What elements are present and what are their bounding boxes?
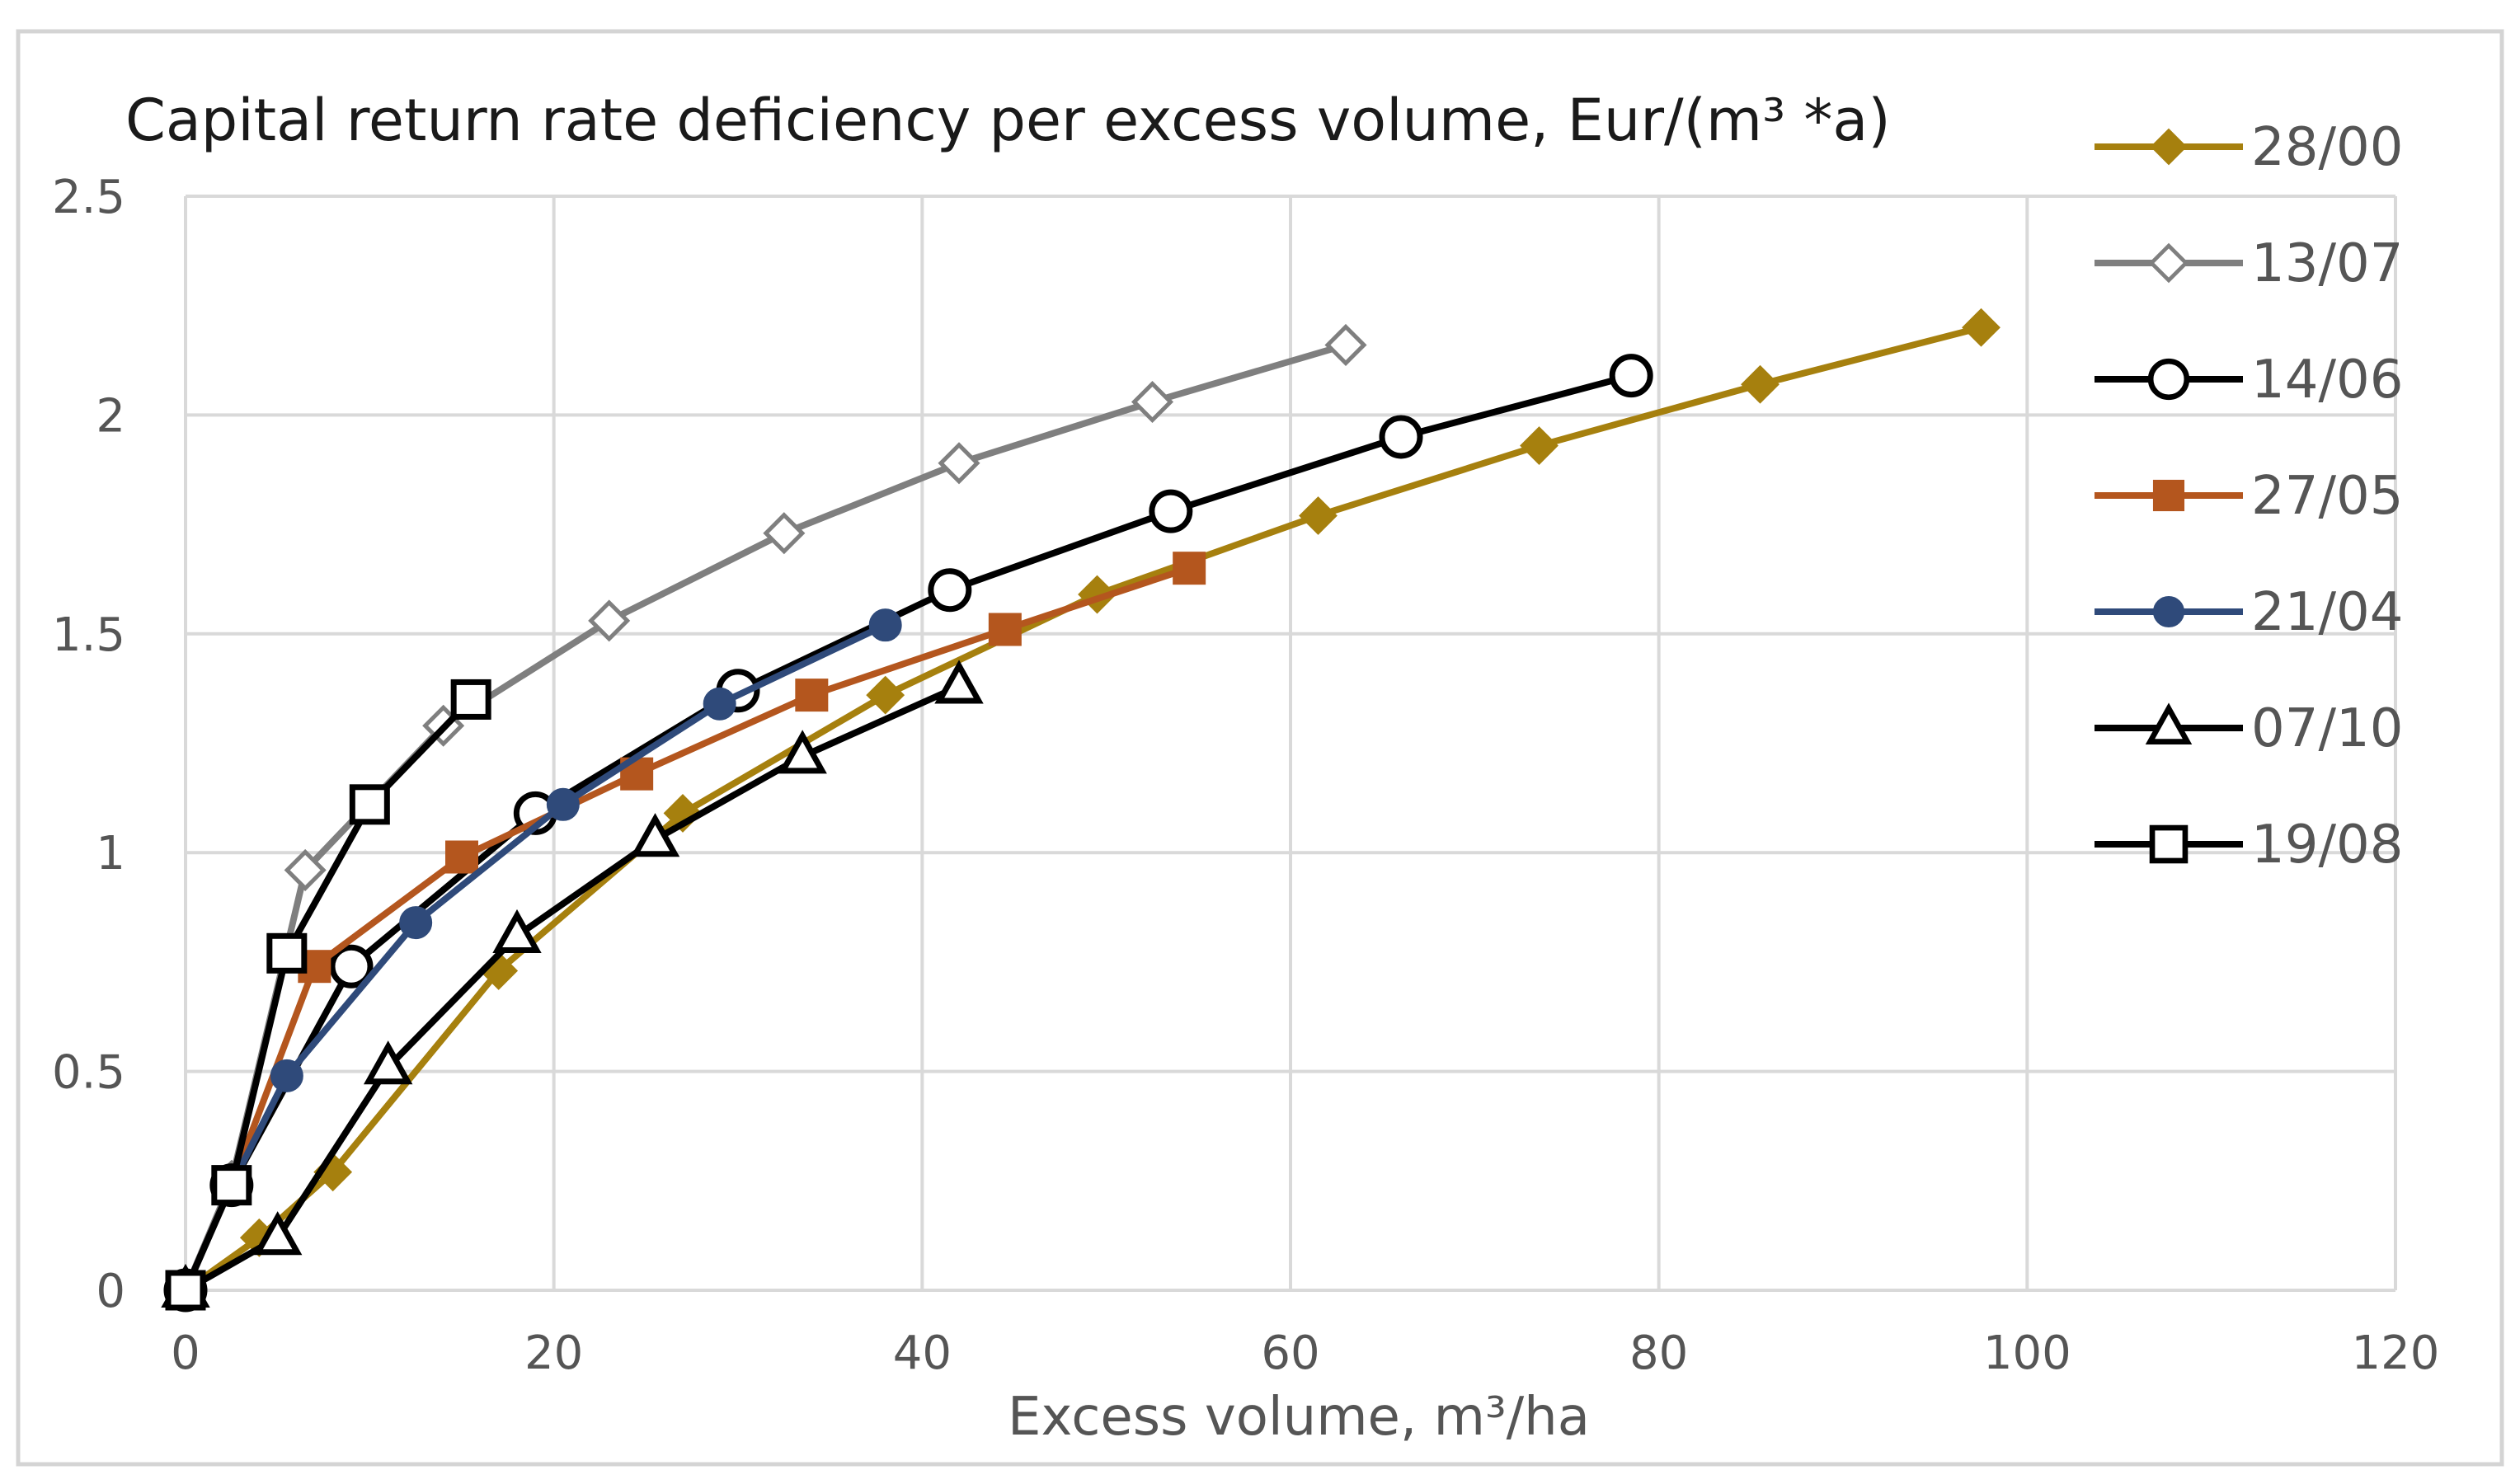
x-tick-label: 60 bbox=[1261, 1327, 1319, 1380]
diamond-marker bbox=[763, 512, 806, 555]
legend-item: 27/05 bbox=[2095, 466, 2403, 527]
legend-item: 13/07 bbox=[2095, 233, 2403, 294]
series-19-08 bbox=[165, 679, 491, 1311]
diamond-marker bbox=[1131, 380, 1174, 424]
square-marker bbox=[445, 840, 478, 874]
x-tick-label: 100 bbox=[1983, 1327, 2071, 1380]
square-marker bbox=[1173, 552, 1206, 585]
diamond-marker bbox=[1299, 496, 1338, 535]
circle-marker bbox=[329, 944, 374, 989]
series-07-10 bbox=[161, 660, 984, 1308]
circle-marker bbox=[2152, 595, 2185, 628]
chart-frame bbox=[16, 29, 2504, 1467]
square-marker bbox=[266, 932, 308, 974]
circle-marker bbox=[703, 687, 736, 721]
triangle-marker bbox=[363, 1040, 413, 1085]
legend-label: 07/10 bbox=[2251, 698, 2403, 759]
circle-marker bbox=[1609, 354, 1653, 398]
circle-marker bbox=[2147, 358, 2190, 401]
circle-marker bbox=[546, 787, 580, 821]
legend-label: 21/04 bbox=[2251, 582, 2403, 643]
triangle-marker bbox=[252, 1211, 303, 1256]
square-marker bbox=[450, 679, 491, 720]
y-tick-label: 1 bbox=[96, 827, 125, 881]
chart-title: Capital return rate deficiency per exces… bbox=[125, 87, 1891, 154]
square-marker bbox=[349, 784, 390, 825]
legend-item: 21/04 bbox=[2095, 582, 2403, 643]
legend-label: 14/06 bbox=[2251, 350, 2403, 411]
circle-marker bbox=[928, 568, 972, 613]
square-marker bbox=[795, 679, 829, 712]
square-marker bbox=[2149, 824, 2189, 864]
square-marker bbox=[2152, 479, 2185, 512]
legend-item: 07/10 bbox=[2095, 698, 2403, 759]
gridlines bbox=[184, 195, 2397, 1292]
circle-marker bbox=[399, 906, 433, 940]
diamond-marker bbox=[2150, 128, 2188, 166]
legend-item: 14/06 bbox=[2095, 350, 2403, 411]
y-tick-label: 2 bbox=[96, 389, 125, 443]
circle-marker bbox=[270, 1059, 303, 1092]
legend-label: 13/07 bbox=[2251, 233, 2403, 294]
y-tick-label: 2.5 bbox=[52, 171, 125, 224]
x-tick-label: 20 bbox=[524, 1327, 583, 1380]
x-tick-label: 80 bbox=[1629, 1327, 1688, 1380]
diamond-marker bbox=[1324, 323, 1367, 367]
series-layer bbox=[161, 308, 2000, 1313]
square-marker bbox=[211, 1165, 252, 1206]
legend-item: 28/00 bbox=[2095, 117, 2403, 178]
legend-label: 19/08 bbox=[2251, 815, 2403, 876]
triangle-marker bbox=[630, 813, 680, 857]
diamond-marker bbox=[2148, 242, 2189, 284]
y-tick-label: 1.5 bbox=[52, 608, 125, 662]
x-tick-label: 0 bbox=[171, 1327, 200, 1380]
legend: 28/00 13/07 14/06 27/05 21/04 07/10 19/08 bbox=[2095, 117, 2403, 876]
diamond-marker bbox=[1962, 308, 2000, 347]
legend-item: 19/08 bbox=[2095, 815, 2403, 876]
diamond-marker bbox=[588, 599, 631, 642]
square-marker bbox=[165, 1270, 206, 1311]
y-tick-label: 0.5 bbox=[52, 1046, 125, 1100]
diamond-marker bbox=[938, 442, 980, 485]
diamond-marker bbox=[1741, 364, 1780, 404]
square-marker bbox=[988, 613, 1022, 646]
x-tick-label: 40 bbox=[893, 1327, 952, 1380]
tick-labels: 0 20 40 60 80 100 120 0 0.5 1 1.5 2 2.5 bbox=[52, 171, 2440, 1380]
circle-marker bbox=[1379, 415, 1423, 459]
y-tick-label: 0 bbox=[96, 1265, 125, 1318]
triangle-marker bbox=[2145, 702, 2193, 744]
legend-label: 27/05 bbox=[2251, 466, 2403, 527]
diamond-marker bbox=[866, 675, 905, 715]
triangle-marker bbox=[934, 660, 984, 704]
diamond-marker bbox=[284, 848, 327, 891]
diamond-marker bbox=[1520, 426, 1559, 465]
legend-label: 28/00 bbox=[2251, 117, 2403, 178]
triangle-marker bbox=[492, 909, 542, 954]
triangle-marker bbox=[778, 730, 827, 774]
x-axis-label: Excess volume, m³/ha bbox=[1008, 1387, 1590, 1448]
circle-marker bbox=[868, 608, 902, 642]
circle-marker bbox=[1149, 489, 1193, 533]
x-tick-label: 120 bbox=[2352, 1327, 2440, 1380]
